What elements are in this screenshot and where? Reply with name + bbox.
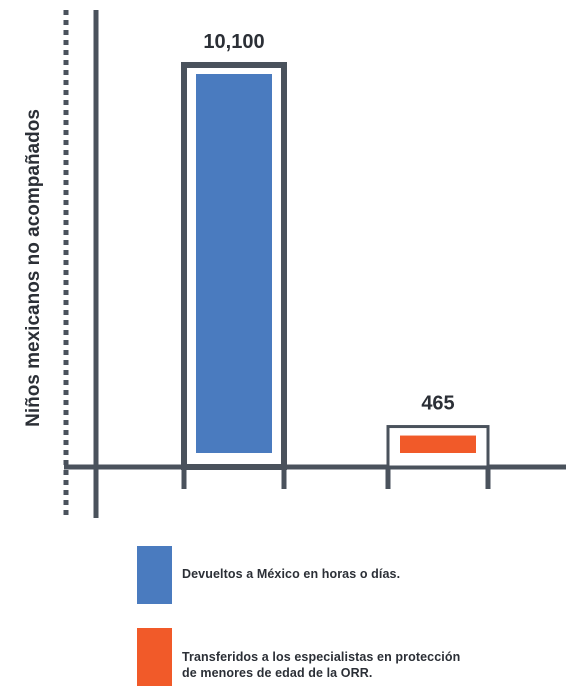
legend-label-returned: Devueltos a México en horas o días. [182, 566, 400, 582]
legend-label-transferred: Transferidos a los especialistas en prot… [182, 649, 460, 681]
legend-swatch-returned [137, 546, 172, 604]
data-label: 10,100 [203, 31, 264, 53]
legend-swatch-transferred [137, 628, 172, 686]
y-axis-label: Niños mexicanos no acompañados [23, 109, 44, 427]
bar [196, 74, 272, 453]
legend-label-returned-line1: Devueltos a México en horas o días. [182, 567, 401, 581]
data-label: 465 [421, 393, 454, 415]
bar [400, 435, 476, 453]
bars-group: 10,100 465 [181, 31, 491, 489]
legend-label-transferred-line1: Transferidos a los especialistas en prot… [182, 650, 461, 664]
legend-label-transferred-line2: de menores de edad de la ORR. [182, 666, 373, 680]
